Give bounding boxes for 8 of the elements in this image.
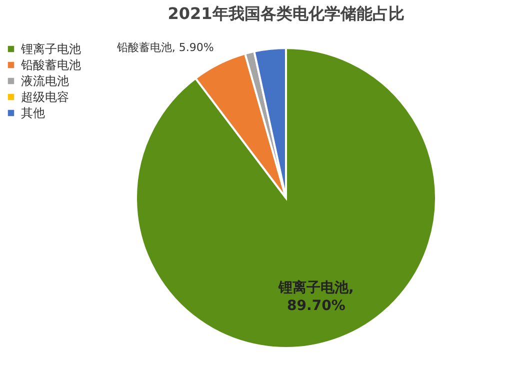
legend-label: 锂离子电池 [20, 42, 81, 56]
legend-label: 液流电池 [21, 74, 69, 88]
legend-label: 其他 [21, 106, 45, 120]
data-label: 锂离子电池, 89.70% [278, 279, 354, 314]
legend-label: 铅酸蓄电池 [20, 58, 81, 72]
chart-title: 2021年我国各类电化学储能占比 [168, 4, 404, 23]
legend-label: 超级电容 [21, 90, 69, 104]
data-label: 铅酸蓄电池, 5.90% [116, 40, 214, 54]
